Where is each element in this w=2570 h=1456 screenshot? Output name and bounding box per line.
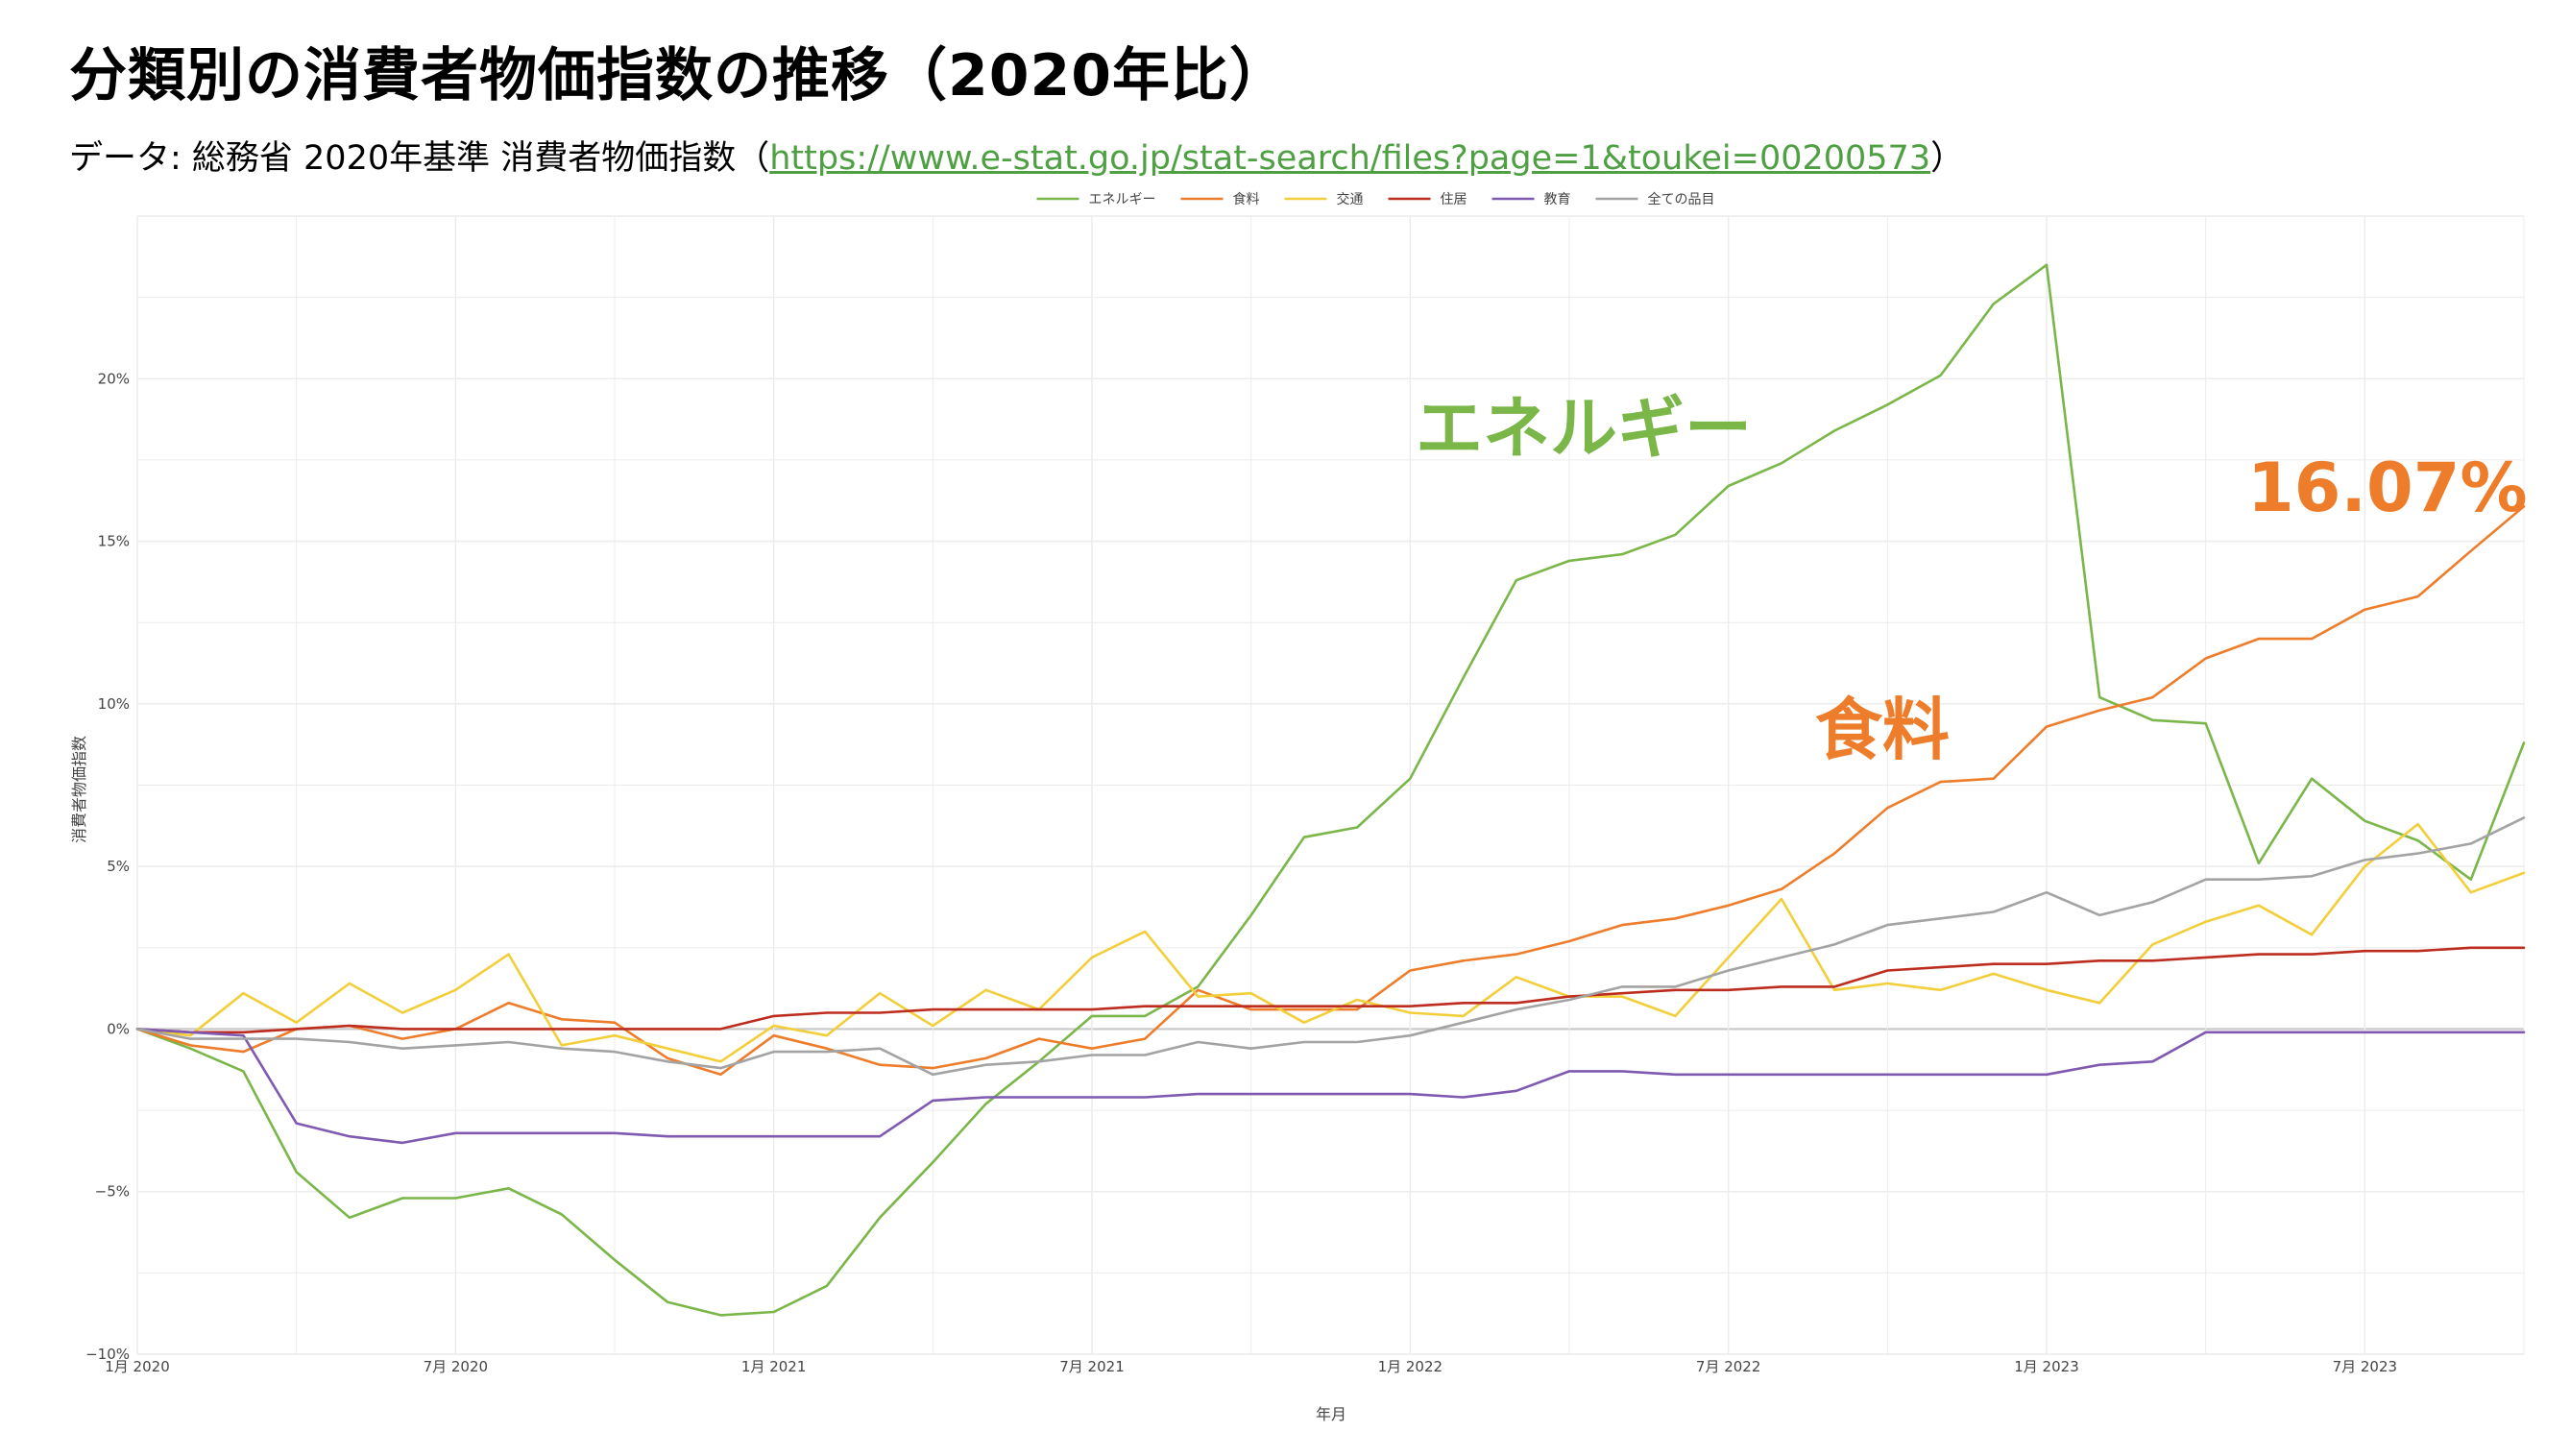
- x-tick-label: 1月 2021: [741, 1358, 807, 1375]
- data-source-link[interactable]: https://www.e-stat.go.jp/stat-search/fil…: [769, 139, 1931, 178]
- y-tick-label: 20%: [98, 370, 130, 387]
- annotation-food: 食料: [1815, 691, 1950, 769]
- x-axis-title: 年月: [1316, 1405, 1346, 1423]
- x-axis-ticks: 1月 2020 7月 2020 1月 2021 7月 2021 1月 2022 7月 20…: [105, 1358, 2397, 1375]
- series-line-2: [135, 504, 2526, 1077]
- series-line-6: [135, 816, 2526, 1077]
- y-tick-label: 10%: [98, 695, 130, 713]
- y-tick-label: 0%: [107, 1020, 130, 1037]
- legend-label-6: 全ての品目: [1648, 191, 1715, 207]
- chart-legend: エネルギー 食料 交通 住居 教育 全ての品目: [1036, 191, 1715, 207]
- x-tick-label: 7月 2021: [1059, 1358, 1125, 1375]
- x-tick-label: 1月 2020: [105, 1358, 170, 1375]
- legend-label-4: 住居: [1441, 192, 1467, 207]
- x-tick-label: 1月 2023: [2014, 1358, 2079, 1375]
- series-line-5: [135, 1028, 2526, 1145]
- legend-label-1: エネルギー: [1089, 192, 1156, 207]
- annotation-energy: エネルギー: [1416, 389, 1752, 468]
- series-line-1: [135, 263, 2526, 1317]
- legend-label-2: 食料: [1233, 191, 1260, 207]
- x-tick-label: 1月 2022: [1378, 1358, 1443, 1375]
- page-title: 分類別の消費者物価指数の推移（2020年比）: [69, 42, 1288, 109]
- series-line-3: [135, 822, 2526, 1063]
- y-axis-title: 消費者物価指数: [70, 736, 88, 843]
- data-source-prefix: データ: 総務省 2020年基準 消費者物価指数（: [69, 139, 770, 178]
- y-tick-label: −5%: [95, 1183, 130, 1201]
- data-source-suffix: ）: [1930, 139, 1965, 178]
- data-source-caption: データ: 総務省 2020年基準 消費者物価指数（https://www.e-s…: [69, 131, 1964, 180]
- y-tick-label: −10%: [85, 1346, 130, 1363]
- x-tick-label: 7月 2022: [1696, 1358, 1761, 1375]
- chart-grid: [136, 215, 2525, 1355]
- x-tick-label: 7月 2023: [2333, 1358, 2398, 1375]
- legend-label-5: 教育: [1544, 192, 1571, 207]
- series-line-4: [135, 946, 2526, 1034]
- chart-series: [135, 263, 2526, 1317]
- legend-label-3: 交通: [1337, 191, 1364, 207]
- y-tick-label: 5%: [107, 858, 130, 875]
- x-tick-label: 7月 2020: [424, 1358, 489, 1375]
- y-tick-label: 15%: [98, 533, 130, 550]
- annotation-food-percent: 16.07%: [2247, 449, 2528, 527]
- y-axis-ticks: −10% −5% 0% 5% 10% 15% 20%: [85, 370, 130, 1363]
